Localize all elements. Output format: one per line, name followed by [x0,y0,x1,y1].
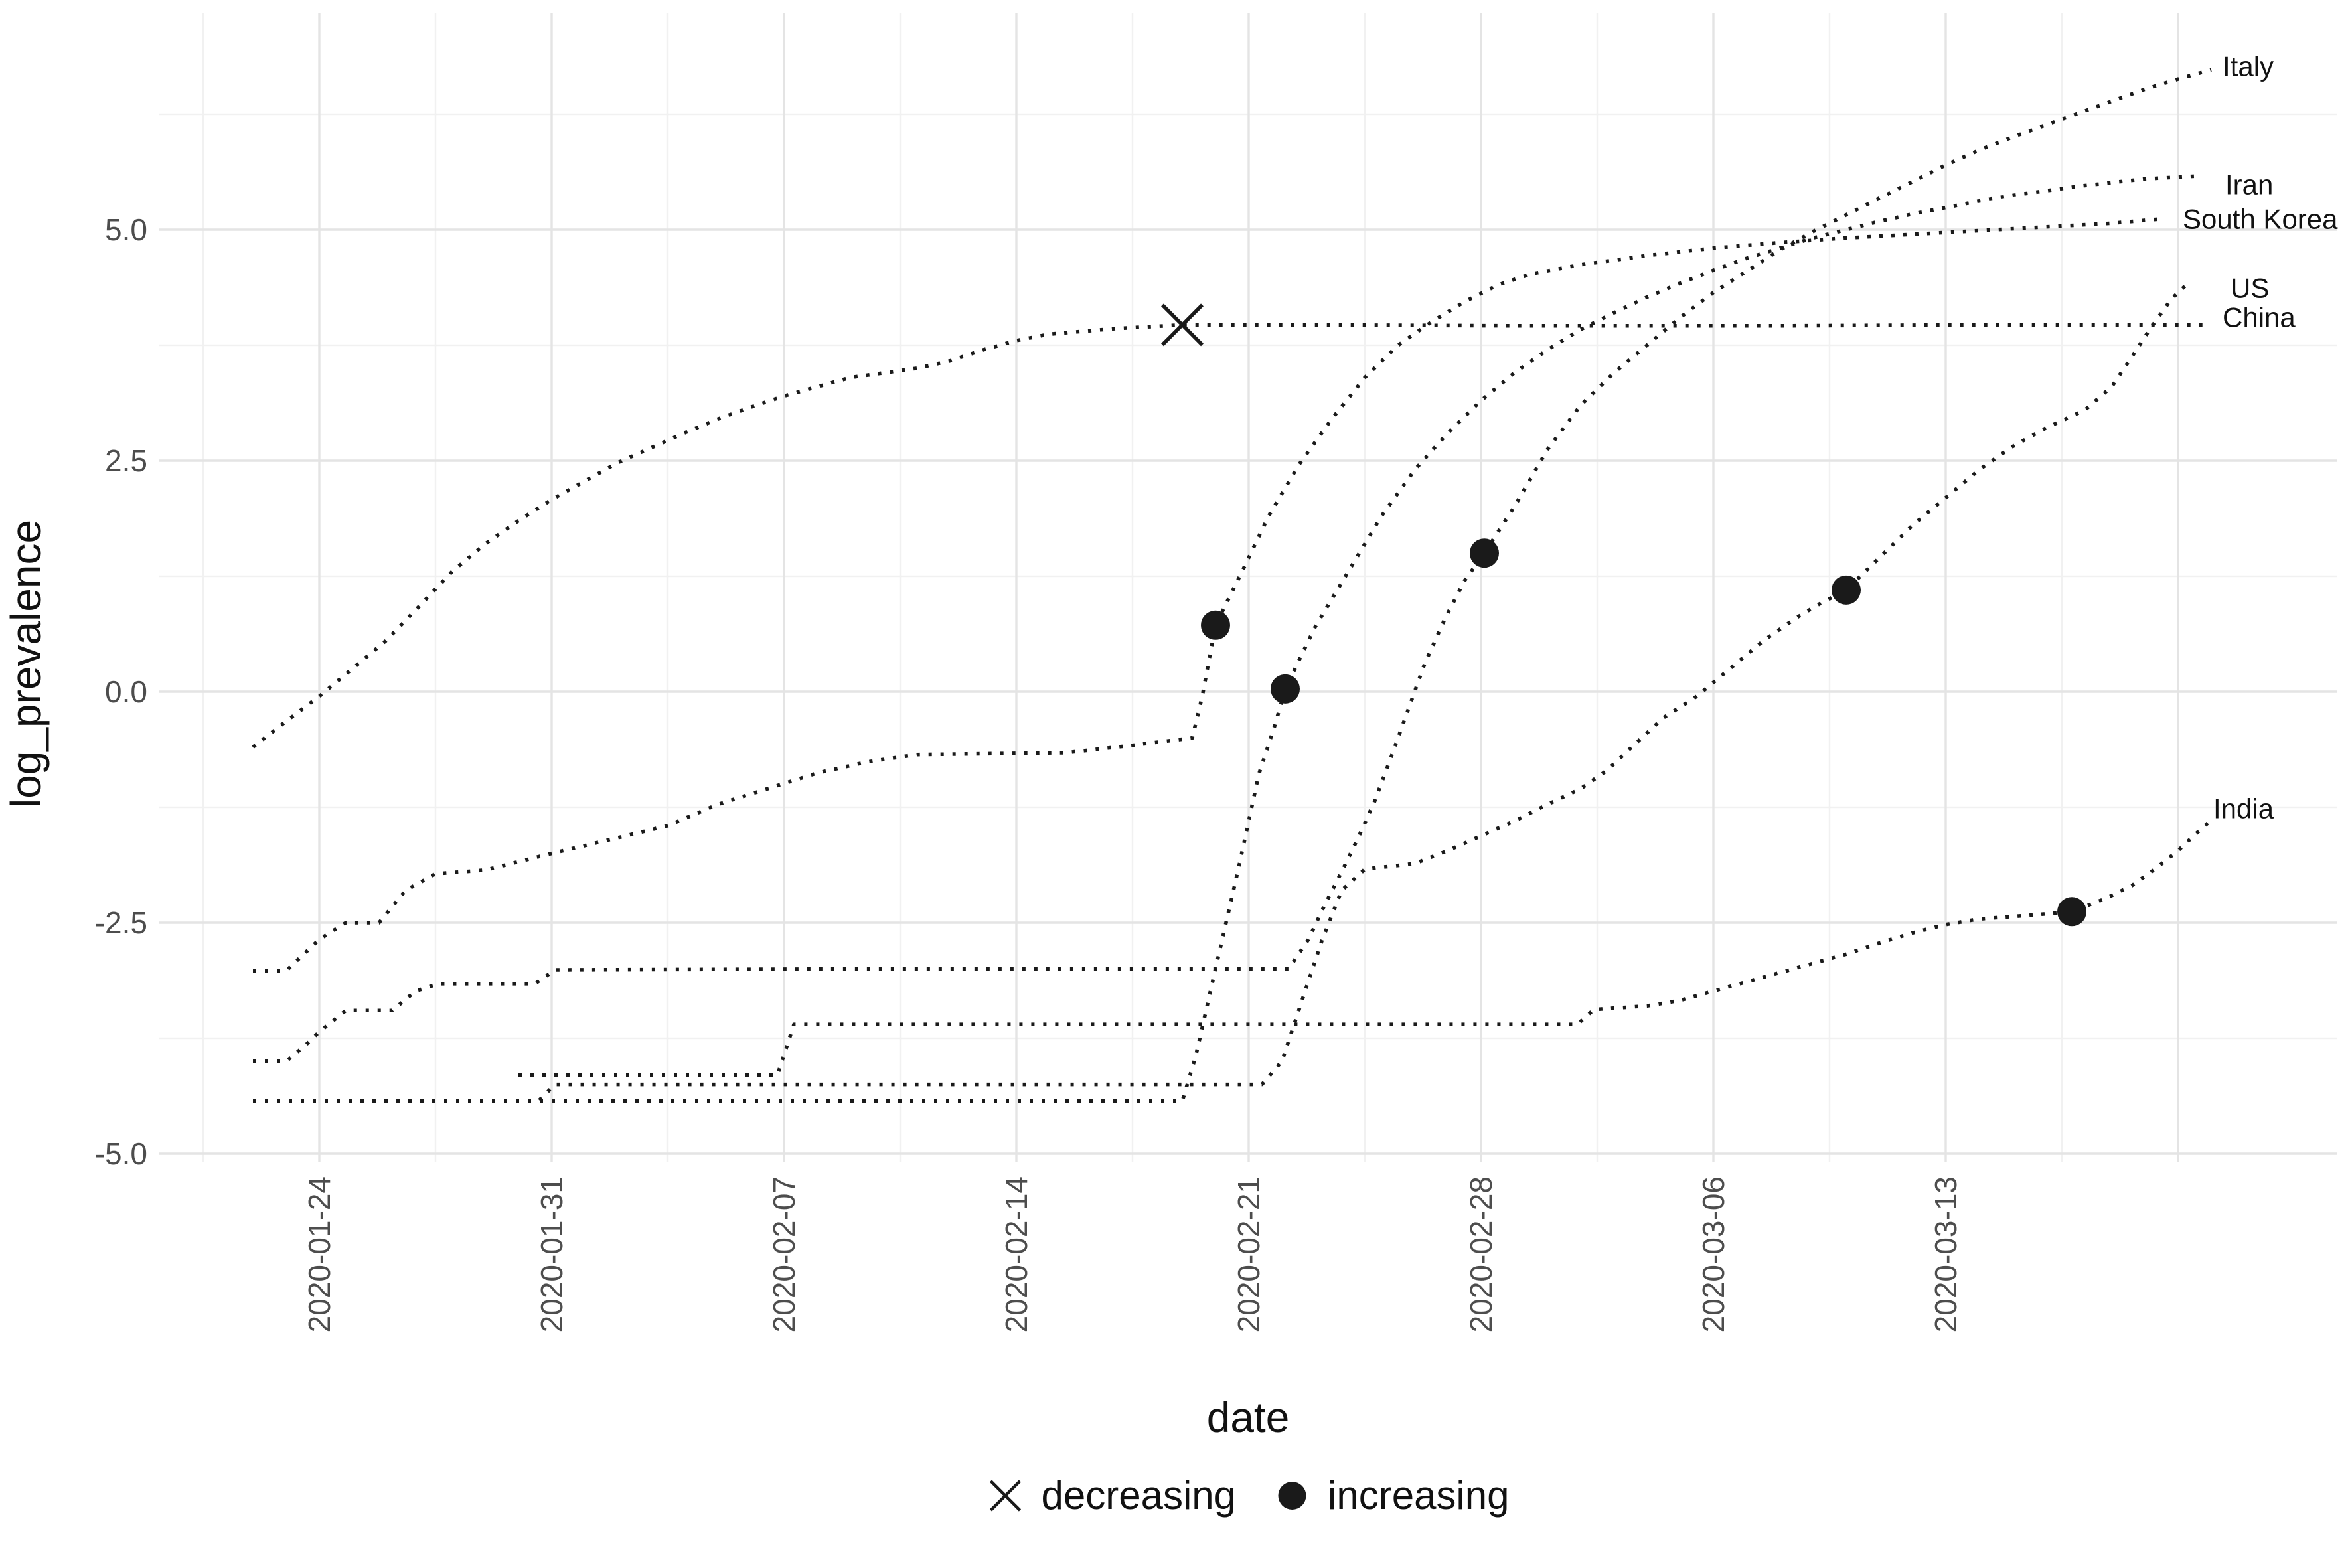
series-line-us [253,281,2189,1103]
increasing-marker-italy [1470,538,1499,568]
increasing-marker-iran [1271,674,1300,704]
y-tick-label: -2.5 [95,905,147,940]
y-tick-label: 2.5 [105,443,147,478]
series-line-south-korea [253,216,2165,973]
filled-dot-icon [1278,1481,1306,1510]
x-tick-label: 2020-03-13 [1928,1176,1963,1332]
y-axis-title: log_prevalence [2,519,50,809]
increasing-marker-india [2057,897,2086,927]
legend-item-decreasing: decreasing [986,1472,1236,1518]
series-label-italy: Italy [2223,51,2274,82]
y-tick-label: 0.0 [105,674,147,709]
legend-item-increasing: increasing [1273,1472,1510,1518]
series-label-india: India [2213,793,2274,824]
series-label-china: China [2223,302,2296,333]
series-line-china [252,323,2211,749]
x-tick-label: 2020-01-24 [302,1176,337,1332]
x-tick-label: 2020-03-06 [1696,1176,1731,1332]
legend-label-increasing: increasing [1328,1473,1510,1518]
x-tick-label: 2020-02-28 [1464,1176,1498,1332]
series-label-us: US [2231,273,2269,304]
legend-label-decreasing: decreasing [1041,1473,1237,1518]
x-tick-label: 2020-02-21 [1231,1176,1266,1332]
y-tick-label: -5.0 [95,1137,147,1171]
increasing-marker-us [1832,575,1861,605]
series-label-iran: Iran [2225,169,2273,200]
cross-icon [989,1479,1022,1512]
series-line-italy [253,68,2212,1063]
series-label-south-korea: South Korea [2183,204,2338,235]
y-tick-label: 5.0 [105,212,147,247]
x-tick-label: 2020-02-07 [767,1176,801,1332]
series-line-india [518,821,2209,1077]
decreasing-marker-china [1161,303,1204,347]
x-axis-title: date [1206,1393,1290,1441]
increasing-marker-south-korea [1201,610,1230,640]
x-tick-label: 2020-01-31 [534,1176,569,1332]
legend: decreasing increasing [986,1472,1510,1518]
series-line-iran [253,174,2195,1103]
x-tick-label: 2020-02-14 [999,1176,1034,1332]
